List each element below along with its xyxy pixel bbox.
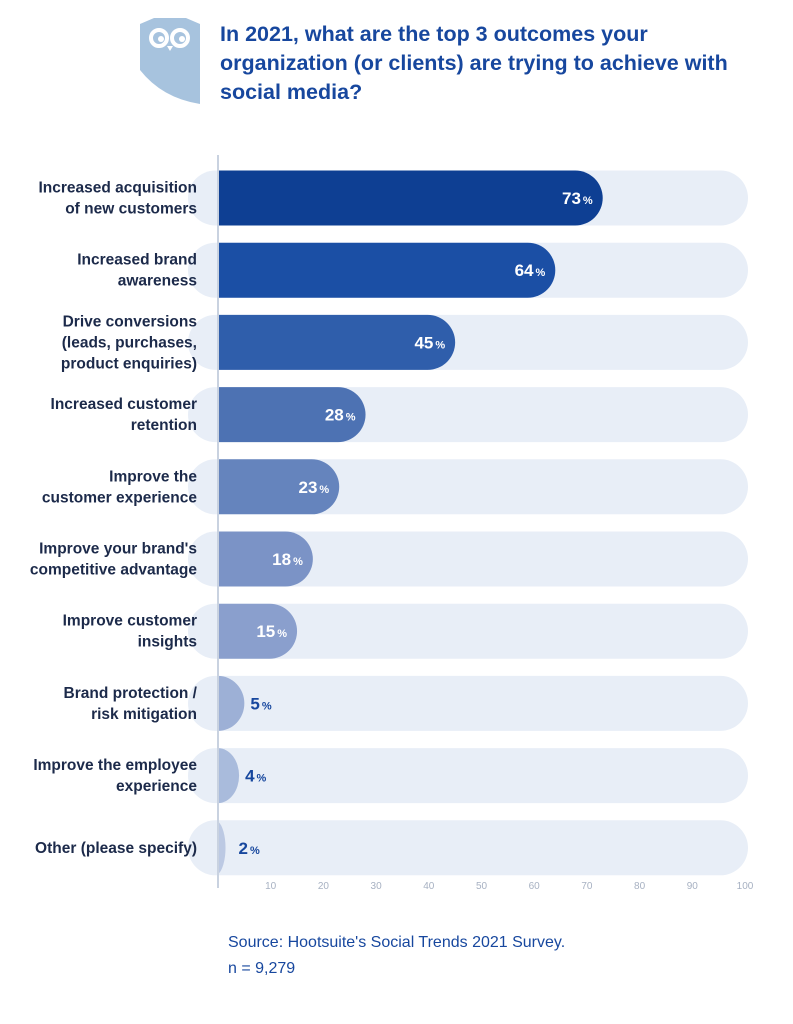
bar [218, 821, 226, 875]
category-label: Improve the [109, 468, 197, 485]
value-label: 5% [250, 694, 271, 713]
source-text: Source: Hootsuite's Social Trends 2021 S… [228, 934, 566, 951]
category-label: customer experience [42, 489, 197, 506]
category-label: experience [116, 778, 197, 795]
value-label: 45% [414, 333, 445, 352]
x-tick-label: 80 [634, 881, 646, 892]
category-label: Improve customer [63, 613, 197, 630]
category-label: risk mitigation [91, 706, 197, 723]
value-label: 18% [272, 550, 303, 569]
category-label: Brand protection / [64, 685, 198, 702]
bar [218, 531, 313, 587]
category-label: Improve your brand's [39, 541, 197, 558]
value-label: 2% [239, 839, 260, 858]
x-tick-label: 70 [581, 881, 593, 892]
category-label: Increased acquisition [39, 180, 198, 197]
bar [218, 675, 245, 731]
bar [218, 170, 603, 226]
source-note: Source: Hootsuite's Social Trends 2021 S… [228, 930, 565, 982]
bar [218, 603, 298, 659]
sample-size: n = 9,279 [228, 960, 296, 977]
category-label: (leads, purchases, [62, 334, 197, 351]
value-label: 73% [562, 189, 593, 208]
x-tick-label: 100 [737, 881, 754, 892]
category-label: competitive advantage [30, 562, 197, 579]
x-tick-label: 10 [265, 881, 277, 892]
value-label: 23% [299, 478, 330, 497]
x-tick-label: 90 [687, 881, 699, 892]
x-tick-label: 50 [476, 881, 488, 892]
bar [218, 387, 366, 443]
bar [218, 459, 340, 515]
category-label: Drive conversions [63, 313, 197, 330]
page-title: In 2021, what are the top 3 outcomes you… [220, 22, 728, 104]
bar [218, 314, 456, 370]
bar-track [188, 748, 748, 804]
value-label: 15% [256, 622, 287, 641]
category-label: retention [131, 417, 197, 434]
category-label: Increased brand [77, 252, 197, 269]
category-label: product enquiries) [61, 355, 197, 372]
category-label: Improve the employee [33, 757, 197, 774]
owl-icon [140, 18, 200, 104]
x-tick-label: 20 [318, 881, 330, 892]
category-label: insights [138, 634, 197, 651]
x-tick-label: 40 [423, 881, 435, 892]
category-label: of new customers [65, 201, 197, 218]
value-label: 4% [245, 767, 266, 786]
bar [218, 748, 240, 804]
bar-track [188, 820, 748, 876]
value-label: 28% [325, 406, 356, 425]
x-tick-label: 30 [371, 881, 383, 892]
x-tick-label: 60 [529, 881, 541, 892]
category-label: Other (please specify) [35, 840, 197, 857]
value-label: 64% [515, 261, 546, 280]
bar [218, 242, 556, 298]
category-label: awareness [118, 273, 197, 290]
bar-track [188, 531, 748, 587]
bar-track [188, 603, 748, 659]
category-label: Increased customer [51, 396, 197, 413]
bar-track [188, 675, 748, 731]
